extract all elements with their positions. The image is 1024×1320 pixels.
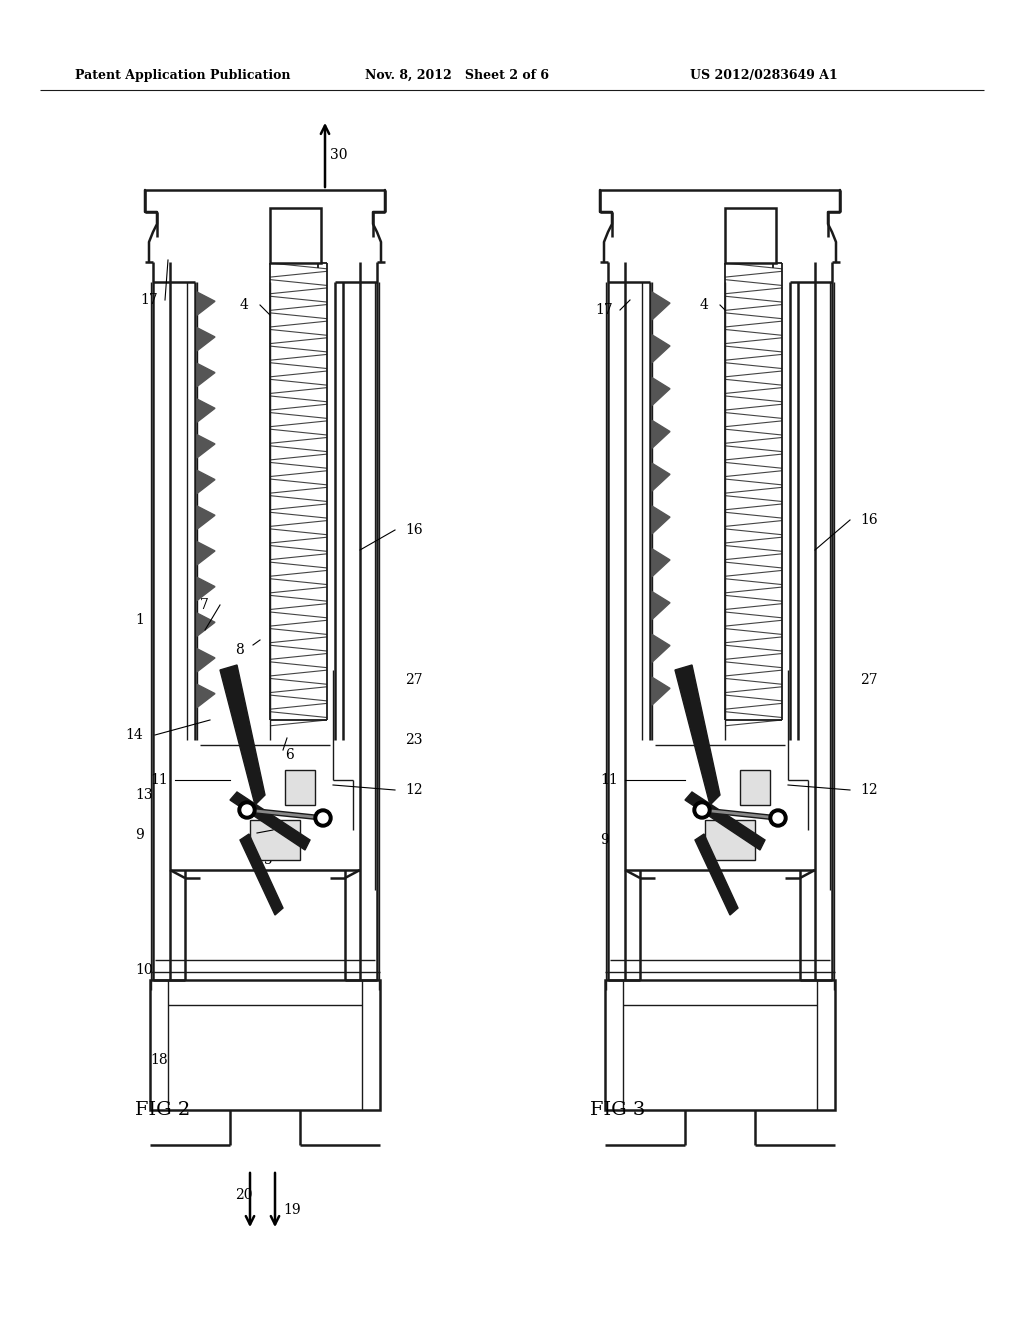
Polygon shape (197, 612, 215, 636)
Polygon shape (197, 434, 215, 458)
Bar (150, 979, 380, 1110)
Bar (605, 979, 835, 1110)
Polygon shape (197, 684, 215, 708)
Circle shape (697, 805, 707, 814)
Text: 16: 16 (860, 513, 878, 527)
Bar (270, 209, 322, 263)
Polygon shape (197, 648, 215, 672)
Polygon shape (230, 792, 310, 850)
Text: 5: 5 (730, 828, 738, 842)
Polygon shape (685, 792, 765, 850)
Circle shape (314, 809, 332, 828)
Text: 9: 9 (600, 833, 608, 847)
Text: 30: 30 (330, 148, 347, 162)
Text: 1: 1 (135, 612, 144, 627)
Polygon shape (197, 363, 215, 387)
Text: 6: 6 (285, 748, 294, 762)
Polygon shape (197, 470, 215, 494)
Polygon shape (652, 378, 670, 405)
Text: FIG 2: FIG 2 (135, 1101, 190, 1119)
Polygon shape (652, 506, 670, 533)
Polygon shape (652, 677, 670, 705)
Polygon shape (652, 635, 670, 663)
Polygon shape (197, 399, 215, 422)
Bar (250, 820, 300, 861)
Text: 13: 13 (135, 788, 153, 803)
Text: 11: 11 (600, 774, 617, 787)
Text: US 2012/0283649 A1: US 2012/0283649 A1 (690, 69, 838, 82)
Polygon shape (197, 506, 215, 529)
Text: 17: 17 (140, 293, 158, 308)
Polygon shape (695, 834, 738, 915)
Text: FIG 3: FIG 3 (590, 1101, 645, 1119)
Text: 4: 4 (240, 298, 249, 312)
Circle shape (242, 805, 252, 814)
Polygon shape (652, 292, 670, 319)
Text: 23: 23 (406, 733, 423, 747)
Text: 20: 20 (234, 1188, 253, 1203)
Polygon shape (197, 541, 215, 565)
Text: 12: 12 (406, 783, 423, 797)
Bar (725, 209, 776, 263)
Text: 11: 11 (150, 774, 168, 787)
Polygon shape (197, 292, 215, 315)
Polygon shape (197, 577, 215, 601)
Polygon shape (675, 665, 720, 805)
Circle shape (773, 813, 783, 822)
Text: 12: 12 (860, 783, 878, 797)
Text: 8: 8 (234, 643, 244, 657)
Text: 17: 17 (595, 304, 612, 317)
Text: 19: 19 (283, 1203, 301, 1217)
Text: 15: 15 (255, 853, 272, 867)
Polygon shape (652, 420, 670, 449)
Circle shape (693, 801, 711, 818)
Polygon shape (220, 665, 265, 805)
Text: 10: 10 (135, 964, 153, 977)
Text: 16: 16 (406, 523, 423, 537)
Bar (740, 770, 770, 805)
Circle shape (238, 801, 256, 818)
Polygon shape (652, 591, 670, 619)
Text: 7: 7 (200, 598, 209, 612)
Polygon shape (240, 834, 283, 915)
Polygon shape (652, 549, 670, 577)
Text: Nov. 8, 2012   Sheet 2 of 6: Nov. 8, 2012 Sheet 2 of 6 (365, 69, 549, 82)
Text: 5: 5 (275, 828, 284, 842)
Circle shape (769, 809, 787, 828)
Text: 4: 4 (700, 298, 709, 312)
Text: 18: 18 (150, 1053, 168, 1067)
Circle shape (318, 813, 328, 822)
Polygon shape (197, 327, 215, 351)
Polygon shape (652, 335, 670, 363)
Bar (285, 770, 315, 805)
Polygon shape (652, 463, 670, 491)
Text: Patent Application Publication: Patent Application Publication (75, 69, 291, 82)
Text: 27: 27 (406, 673, 423, 686)
Text: 14: 14 (125, 729, 142, 742)
Bar (705, 820, 755, 861)
Text: 27: 27 (860, 673, 878, 686)
Text: 9: 9 (135, 828, 143, 842)
